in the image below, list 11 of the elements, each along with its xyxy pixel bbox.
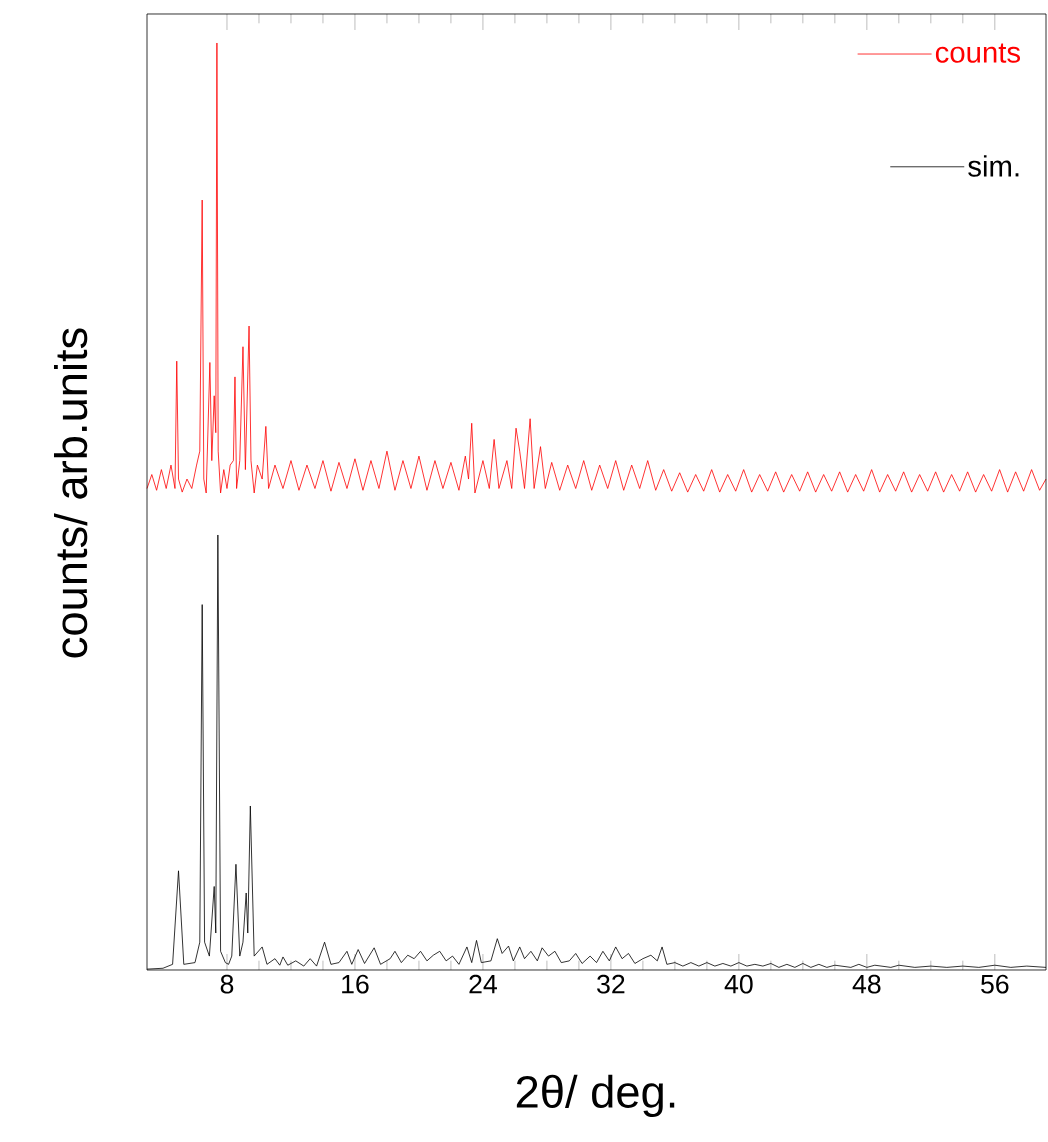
x-tick-label: 8 [220, 974, 234, 994]
x-tick-label: 48 [852, 974, 881, 994]
x-tick-label: 40 [724, 974, 753, 994]
legend-label: counts [935, 43, 1021, 63]
x-axis-title: 2θ/ deg. [516, 1074, 675, 1117]
y-axis-title: counts/ arb.units [53, 328, 88, 658]
x-tick-label: 56 [981, 974, 1009, 994]
x-tick-label: 32 [597, 974, 625, 994]
x-tick-label: 16 [342, 974, 369, 994]
legend-label: sim. [968, 155, 1019, 177]
x-tick-label: 24 [469, 974, 497, 994]
